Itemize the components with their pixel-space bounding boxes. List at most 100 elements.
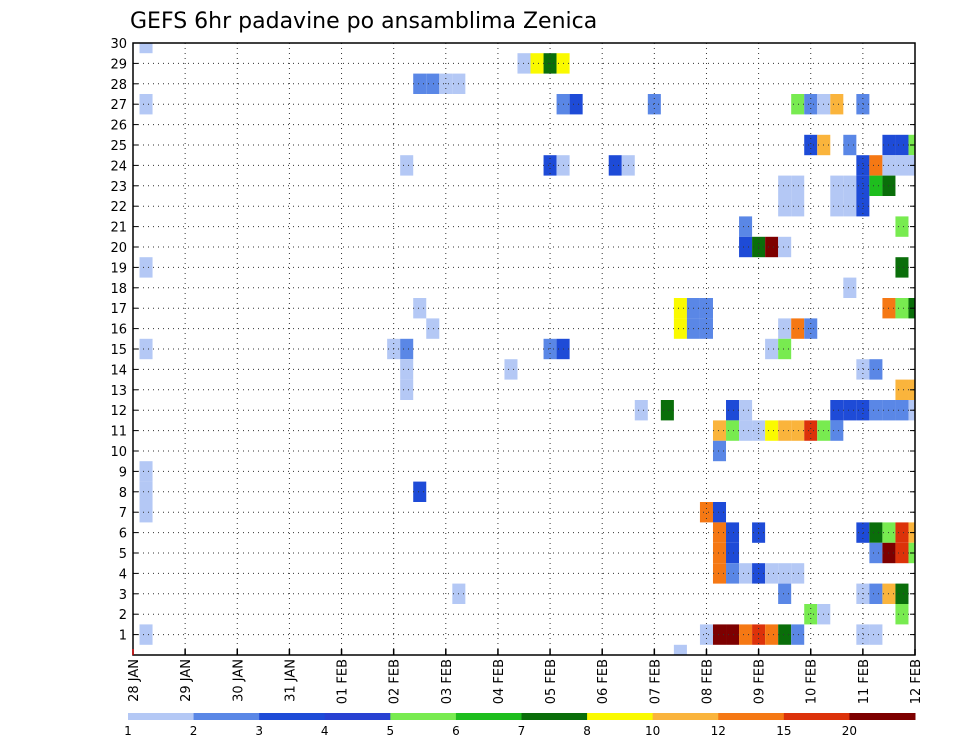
heatmap-cell: [856, 522, 870, 543]
heatmap-cell: [426, 73, 440, 94]
heatmap-cell: [843, 134, 857, 156]
heatmap-cell: [426, 318, 440, 339]
heatmap-cell: [856, 196, 870, 217]
heatmap-cell: [830, 420, 844, 441]
x-tick-label: 07 FEB: [648, 659, 663, 704]
heatmap-cell: [726, 542, 740, 564]
x-tick-label: 08 FEB: [700, 659, 715, 704]
heatmap-cell: [139, 257, 153, 278]
heatmap-cell: [712, 502, 727, 523]
heatmap-cell: [400, 338, 414, 360]
colorbar-swatch: [652, 713, 719, 720]
heatmap-cell: [856, 175, 870, 196]
colorbar-swatch: [390, 713, 457, 720]
heatmap-cell: [895, 155, 909, 176]
x-tick-label: 10 FEB: [805, 659, 820, 704]
heatmap-cell: [856, 400, 870, 421]
heatmap-cell: [569, 94, 583, 115]
heatmap-cell: [504, 359, 518, 380]
heatmap-cell: [739, 236, 753, 258]
heatmap-cell: [895, 400, 909, 421]
y-tick-label: 2: [119, 608, 127, 623]
heatmap-cell: [895, 379, 909, 400]
heatmap-cell: [843, 196, 857, 217]
grid-lines: [133, 42, 915, 655]
heatmap-cell: [765, 236, 779, 258]
heatmap-cell: [765, 338, 779, 360]
heatmap-cell: [895, 257, 909, 278]
heatmap-cell: [791, 175, 805, 196]
colorbar-swatch: [783, 713, 850, 720]
colorbar-label: 6: [452, 724, 460, 738]
colorbar-swatch: [849, 713, 916, 720]
heatmap-cell: [778, 196, 792, 217]
heatmap-cell: [739, 216, 753, 237]
y-tick-label: 19: [110, 261, 127, 276]
heatmap-cell: [791, 94, 805, 115]
colorbar-swatch: [587, 713, 654, 720]
heatmap-cell: [139, 502, 153, 523]
heatmap-cell: [791, 318, 805, 339]
heatmap-cell: [791, 624, 805, 645]
heatmap-cell: [804, 94, 818, 115]
y-tick-label: 17: [110, 302, 127, 317]
heatmap-cell: [739, 420, 753, 441]
x-tick-label: 31 JAN: [283, 659, 298, 702]
heatmap-cell: [895, 542, 909, 564]
heatmap-cell: [647, 94, 661, 115]
heatmap-cell: [895, 134, 909, 156]
x-axis-ticks: 28 JAN 29 JAN 30 JAN 31 JAN 01 FEB 02 FEB 03 F…: [127, 649, 924, 704]
x-tick-label: 06 FEB: [596, 659, 611, 704]
colorbar-label: 1: [124, 724, 132, 738]
y-tick-label: 12: [110, 404, 127, 419]
heatmap-cell: [778, 318, 792, 339]
colorbar: 1 2 3 4 5 6 7 8 10 12 15 20: [124, 713, 916, 738]
y-tick-label: 16: [110, 323, 127, 338]
heatmap-cell: [869, 400, 883, 421]
colorbar-swatch: [193, 713, 260, 720]
heatmap-cell: [765, 563, 779, 584]
heatmap-cell: [856, 624, 870, 645]
y-tick-label: 6: [119, 527, 127, 542]
heatmap-cell: [830, 94, 844, 115]
y-tick-label: 30: [110, 37, 127, 52]
heatmap-cell: [139, 461, 153, 482]
heatmap-cell: [413, 298, 427, 319]
heatmap-cell: [712, 542, 727, 564]
heatmap-cell: [739, 400, 753, 421]
heatmap-cell: [869, 522, 883, 543]
heatmap-cell: [791, 196, 805, 217]
heatmap-cell: [543, 155, 557, 176]
y-tick-label: 3: [119, 588, 127, 603]
x-tick-label: 29 JAN: [179, 659, 194, 702]
y-tick-label: 7: [119, 506, 127, 521]
heatmap-cell: [895, 604, 909, 625]
heatmap-cell: [699, 624, 713, 645]
heatmap-cell: [726, 420, 740, 441]
heatmap-cell: [778, 175, 792, 196]
heatmap-cell: [765, 420, 779, 441]
colorbar-label: 4: [321, 724, 329, 738]
heatmap-cell: [804, 134, 818, 156]
y-tick-label: 28: [110, 78, 127, 93]
colorbar-swatch: [324, 713, 391, 720]
heatmap-cell: [791, 420, 805, 441]
heatmap-cell: [726, 624, 740, 645]
heatmap-cell: [673, 644, 687, 655]
x-tick-label: 11 FEB: [857, 659, 872, 704]
heatmap-cell: [400, 155, 414, 176]
heatmap-cell: [869, 583, 883, 604]
colorbar-swatch: [128, 713, 195, 720]
y-tick-label: 20: [110, 241, 127, 256]
heatmap-cell: [413, 73, 427, 94]
x-tick-label: 03 FEB: [440, 659, 455, 704]
y-tick-label: 10: [110, 445, 127, 460]
y-axis-ticks: 1234567891011121314151617181920212223242…: [110, 37, 915, 644]
heatmap-cell: [830, 400, 844, 421]
heatmap-cell: [843, 175, 857, 196]
heatmap-cell: [413, 481, 427, 502]
heatmap-cell: [856, 155, 870, 176]
colorbar-swatch: [259, 713, 326, 720]
y-tick-label: 26: [110, 119, 127, 134]
